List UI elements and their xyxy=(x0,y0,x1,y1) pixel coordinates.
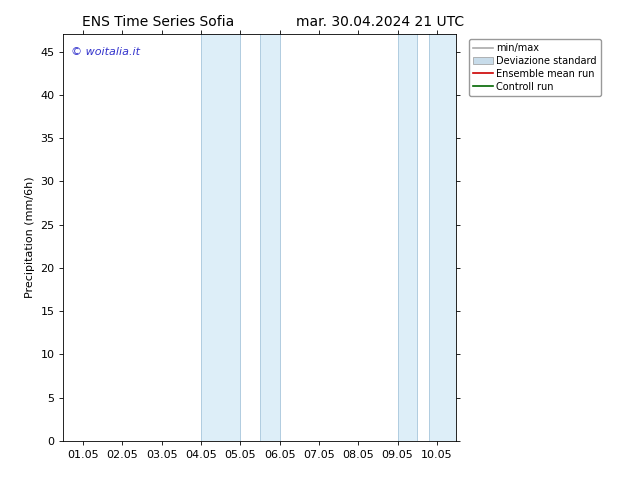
Text: mar. 30.04.2024 21 UTC: mar. 30.04.2024 21 UTC xyxy=(296,15,465,29)
Bar xyxy=(260,34,280,441)
Legend: min/max, Deviazione standard, Ensemble mean run, Controll run: min/max, Deviazione standard, Ensemble m… xyxy=(469,39,601,96)
Bar xyxy=(398,34,417,441)
Text: ENS Time Series Sofia: ENS Time Series Sofia xyxy=(82,15,235,29)
Text: © woitalia.it: © woitalia.it xyxy=(71,47,140,56)
Bar xyxy=(429,34,456,441)
Y-axis label: Precipitation (mm/6h): Precipitation (mm/6h) xyxy=(25,177,35,298)
Bar xyxy=(201,34,240,441)
